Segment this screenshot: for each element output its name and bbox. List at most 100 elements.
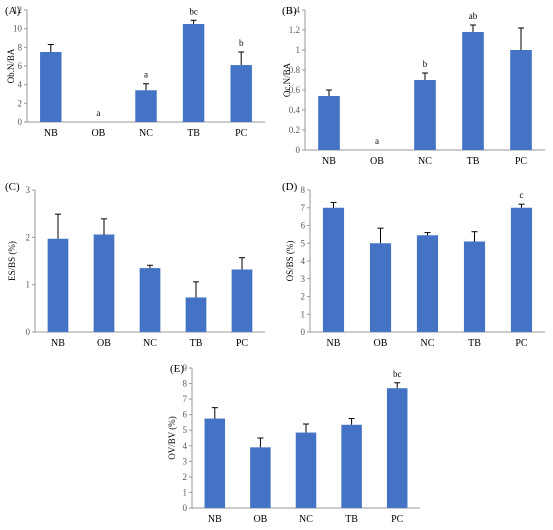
y-tick-label: 12: [13, 5, 22, 15]
y-tick-label: 0.8: [289, 65, 301, 75]
y-tick-label: 6: [183, 410, 188, 420]
y-tick-label: 2: [18, 98, 23, 108]
x-tick-label: NC: [418, 156, 432, 167]
x-tick-label: TB: [190, 338, 203, 349]
panel-label: (C): [5, 181, 20, 193]
chart-panel: 0 1 2 3 4 5 6 7 8 9(E) OV/BV (%) NB OB NC TB bc PC: [167, 363, 420, 525]
x-tick-label: OB: [370, 156, 384, 167]
y-tick-label: 1: [301, 309, 306, 319]
y-tick-label: 7: [301, 203, 306, 213]
y-tick-label: 4: [183, 441, 188, 451]
bar: [204, 418, 226, 508]
x-tick-label: TB: [467, 156, 480, 167]
bar: [463, 241, 486, 332]
bar: [369, 243, 392, 332]
y-tick-label: 8: [18, 42, 23, 52]
x-tick-label: NB: [51, 338, 65, 349]
significance-label: bc: [189, 6, 198, 16]
x-tick-label: NC: [143, 338, 157, 349]
y-tick-label: 3: [183, 456, 188, 466]
x-tick-label: NC: [299, 514, 313, 525]
y-tick-label: 6: [18, 61, 23, 71]
bar: [185, 297, 207, 332]
y-tick-label: 1.4: [289, 5, 301, 15]
x-tick-label: OB: [253, 514, 267, 525]
y-tick-label: 0: [18, 117, 23, 127]
significance-label: a: [96, 108, 100, 118]
y-tick-label: 5: [301, 238, 306, 248]
x-tick-label: NC: [421, 338, 435, 349]
x-tick-label: NB: [322, 156, 336, 167]
significance-label: b: [239, 38, 244, 48]
y-tick-label: 2: [301, 292, 306, 302]
bar: [414, 80, 436, 150]
bar: [510, 50, 532, 150]
bar: [231, 269, 253, 332]
bar: [510, 207, 533, 332]
y-tick-label: 3: [26, 185, 31, 195]
chart-panel: 0 1 2 3 (C) ES/BS (%) NB OB NC TB PC: [5, 181, 265, 349]
significance-label: a: [144, 70, 148, 80]
y-tick-label: 7: [183, 394, 188, 404]
x-tick-label: NB: [44, 128, 58, 139]
x-tick-label: TB: [187, 128, 200, 139]
y-tick-label: 9: [183, 363, 188, 373]
y-tick-label: 2: [183, 472, 188, 482]
bar: [139, 268, 161, 332]
bar: [47, 238, 69, 332]
bar: [295, 432, 317, 508]
y-tick-label: 4: [301, 256, 306, 266]
bar: [462, 32, 484, 150]
x-tick-label: TB: [345, 514, 358, 525]
x-tick-label: PC: [236, 338, 249, 349]
x-tick-label: PC: [235, 128, 248, 139]
y-tick-label: 0.4: [289, 105, 301, 115]
bar: [322, 207, 345, 332]
chart-panel: 0 2 4 6 8 10 12(A) Ob.N/BA NB a OB a NC bc TB b PC: [5, 5, 265, 139]
y-tick-label: 0.6: [289, 85, 301, 95]
y-tick-label: 10: [13, 24, 23, 34]
bar: [93, 234, 115, 332]
y-tick-label: 8: [301, 185, 306, 195]
y-tick-label: 1: [26, 280, 31, 290]
y-tick-label: 0: [183, 503, 188, 513]
y-tick-label: 0: [296, 145, 301, 155]
panel-label: (D): [282, 181, 298, 193]
x-tick-label: NB: [208, 514, 222, 525]
significance-label: b: [423, 59, 428, 69]
x-tick-label: NB: [327, 338, 341, 349]
y-axis-title: Oc.N/BA: [282, 62, 292, 97]
x-tick-label: NC: [139, 128, 153, 139]
bar: [135, 90, 157, 122]
y-tick-label: 0: [26, 327, 31, 337]
significance-label: c: [520, 190, 524, 200]
bar: [40, 52, 62, 122]
y-axis-title: ES/BS (%): [7, 241, 17, 281]
panel-label: (A): [5, 5, 21, 17]
x-tick-label: PC: [515, 156, 528, 167]
significance-label: ab: [469, 11, 478, 21]
panel-label: (B): [282, 5, 297, 17]
x-tick-label: OB: [374, 338, 388, 349]
y-tick-label: 0: [301, 327, 306, 337]
y-tick-label: 6: [301, 221, 306, 231]
chart-panel: 0 0.2 0.4 0.6 0.8 1 1.2 1.4(B) Oc.N/BA NB a OB b NC ab…: [282, 5, 545, 167]
panel-label: (E): [170, 363, 184, 375]
y-tick-label: 3: [301, 274, 306, 284]
y-tick-label: 5: [183, 425, 188, 435]
x-tick-label: PC: [391, 514, 404, 525]
x-tick-label: OB: [91, 128, 105, 139]
y-tick-label: 1.2: [289, 25, 300, 35]
y-tick-label: 2: [26, 232, 31, 242]
bar: [230, 65, 252, 122]
x-tick-label: PC: [515, 338, 528, 349]
x-tick-label: OB: [97, 338, 111, 349]
y-tick-label: 8: [183, 379, 188, 389]
bar: [318, 96, 340, 150]
y-tick-label: 0.2: [289, 125, 300, 135]
y-tick-label: 4: [18, 80, 23, 90]
significance-label: bc: [393, 369, 402, 379]
bar: [250, 447, 271, 508]
bar: [182, 24, 205, 122]
